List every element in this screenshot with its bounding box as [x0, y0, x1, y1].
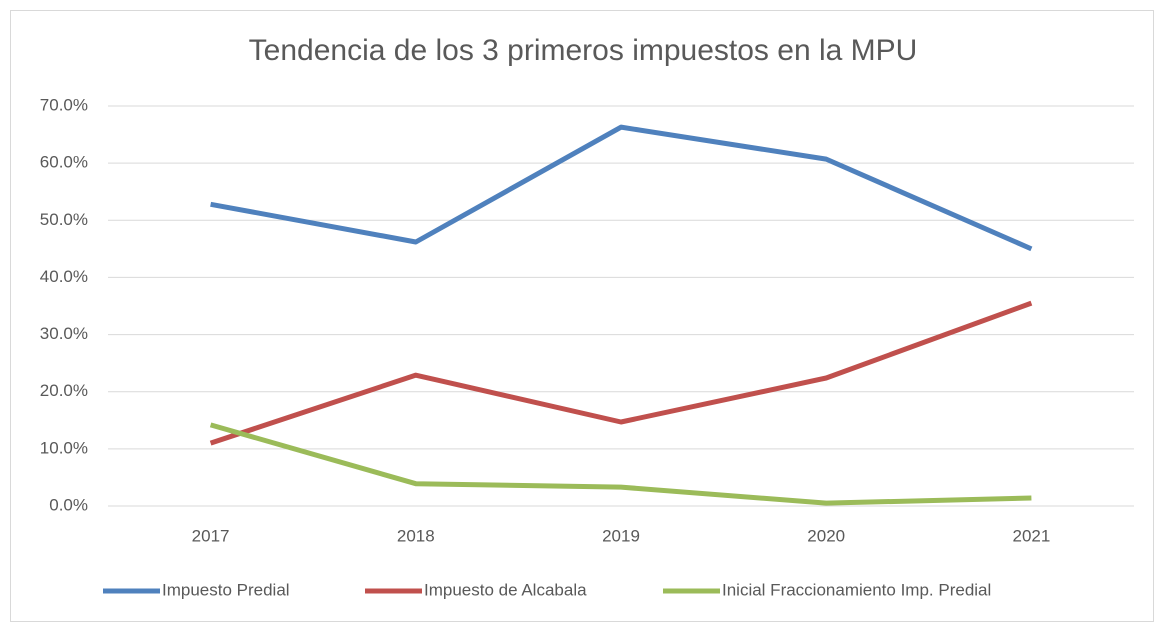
y-tick-label: 20.0%	[40, 381, 88, 400]
series-line	[210, 124, 1033, 252]
y-tick-label: 30.0%	[40, 324, 88, 343]
y-tick-label: 70.0%	[40, 95, 88, 114]
chart-frame	[10, 10, 1154, 622]
y-tick-label: 0.0%	[49, 495, 88, 514]
legend-label: Impuesto de Alcabala	[424, 580, 587, 599]
x-tick-label: 2021	[1012, 526, 1050, 545]
y-tick-label: 50.0%	[40, 210, 88, 229]
legend-label: Impuesto Predial	[162, 580, 290, 599]
y-tick-label: 40.0%	[40, 267, 88, 286]
series-line	[209, 300, 1033, 446]
y-tick-label: 10.0%	[40, 438, 88, 457]
legend-label: Inicial Fraccionamiento Imp. Predial	[722, 580, 991, 599]
y-tick-label: 60.0%	[40, 153, 88, 172]
x-tick-label: 2018	[397, 526, 435, 545]
x-tick-label: 2020	[807, 526, 845, 545]
x-tick-label: 2017	[192, 526, 230, 545]
chart-title: Tendencia de los 3 primeros impuestos en…	[249, 34, 918, 67]
x-tick-label: 2019	[602, 526, 640, 545]
series-line	[209, 422, 1032, 506]
